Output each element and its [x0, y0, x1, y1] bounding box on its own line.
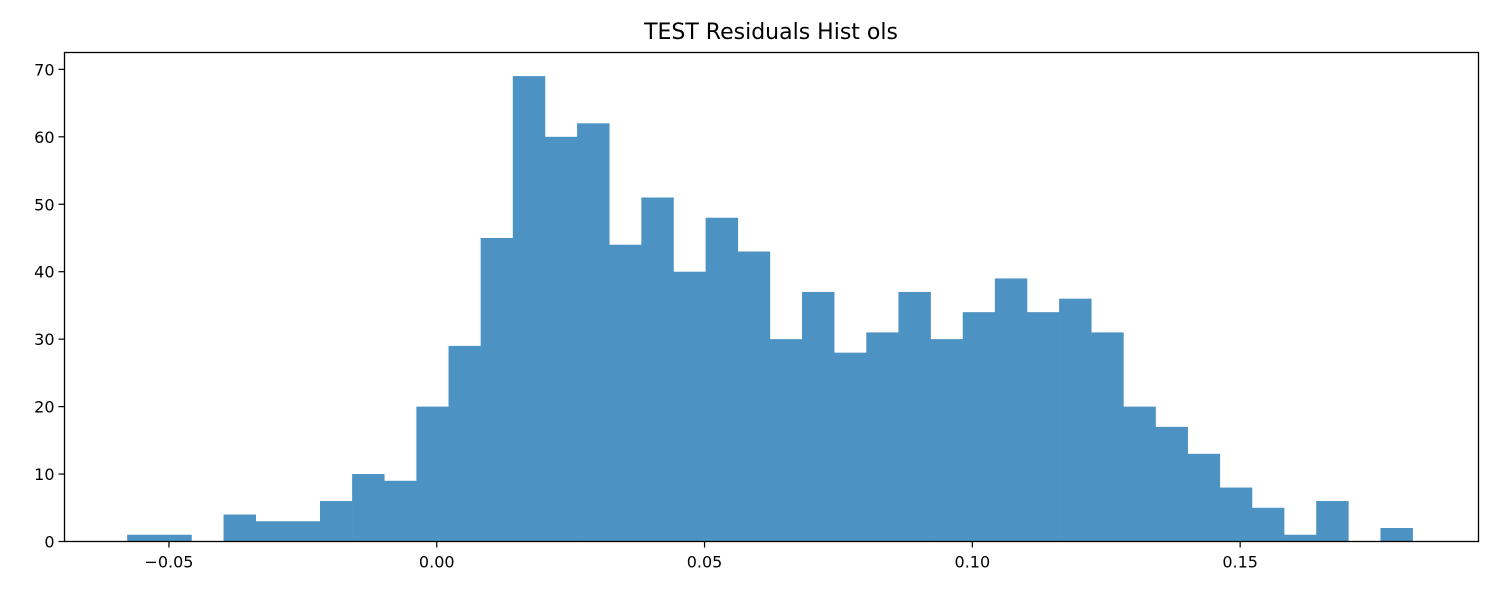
histogram-bar	[1284, 534, 1317, 542]
histogram-bar	[384, 480, 417, 542]
histogram-bar	[834, 352, 867, 542]
histogram-bar	[416, 406, 449, 542]
histogram-bar	[1123, 406, 1156, 542]
histogram-bar	[609, 244, 642, 542]
y-tick-label: 60	[34, 128, 54, 147]
histogram-bar	[769, 339, 803, 542]
y-tick-label: 40	[34, 263, 54, 282]
histogram-bar	[1251, 507, 1285, 542]
histogram-bar	[930, 339, 964, 542]
histogram-bar	[1155, 426, 1188, 542]
histogram-bar	[866, 332, 899, 542]
histogram-bar	[159, 534, 192, 542]
plot-frame	[63, 51, 1480, 543]
y-tick-label: 20	[34, 398, 54, 417]
histogram-bar	[223, 514, 257, 542]
histogram-bar	[127, 534, 160, 542]
histogram-bar	[673, 271, 706, 542]
histogram-bar	[255, 521, 289, 542]
x-tick-label: −0.05	[144, 553, 193, 572]
x-axis: −0.05 0.00 0.05 0.10 0.15	[144, 541, 1258, 572]
histogram-bar	[1059, 298, 1092, 542]
histogram-bar	[737, 251, 771, 542]
y-tick-label: 50	[34, 195, 54, 214]
histogram-bar	[512, 76, 546, 542]
y-tick-label: 10	[34, 465, 54, 484]
histogram-bar	[1187, 453, 1221, 542]
histogram-bar	[994, 278, 1028, 542]
histogram-bar	[705, 217, 739, 542]
histogram-bar	[319, 501, 353, 542]
histogram-bar	[352, 474, 385, 542]
histogram-bar	[544, 136, 578, 542]
y-tick-label: 70	[34, 60, 54, 79]
histogram-bar	[1219, 487, 1253, 542]
y-tick-label: 30	[34, 330, 54, 349]
histogram-bar	[577, 123, 610, 542]
histogram-bar	[448, 345, 481, 542]
y-axis: 0 10 20 30 40 50 60 70	[34, 60, 65, 552]
histogram-bar	[1026, 312, 1060, 542]
x-tick-label: 0.05	[687, 553, 723, 572]
histogram-bar	[1316, 501, 1349, 542]
x-tick-label: 0.10	[955, 553, 991, 572]
histogram-bar	[898, 291, 931, 542]
chart-title: TEST Residuals Hist ols	[643, 20, 898, 45]
x-tick-label: 0.15	[1222, 553, 1258, 572]
histogram-bar	[802, 291, 835, 542]
histogram-bar	[480, 237, 514, 542]
histogram-bar	[641, 197, 674, 542]
histogram-bar	[1091, 332, 1124, 542]
histogram-bar	[962, 312, 996, 542]
y-tick-label: 0	[44, 533, 54, 552]
histogram-bar	[287, 521, 321, 542]
x-tick-label: 0.00	[419, 553, 455, 572]
bars-group	[127, 76, 1413, 542]
histogram-bar	[1380, 528, 1413, 542]
